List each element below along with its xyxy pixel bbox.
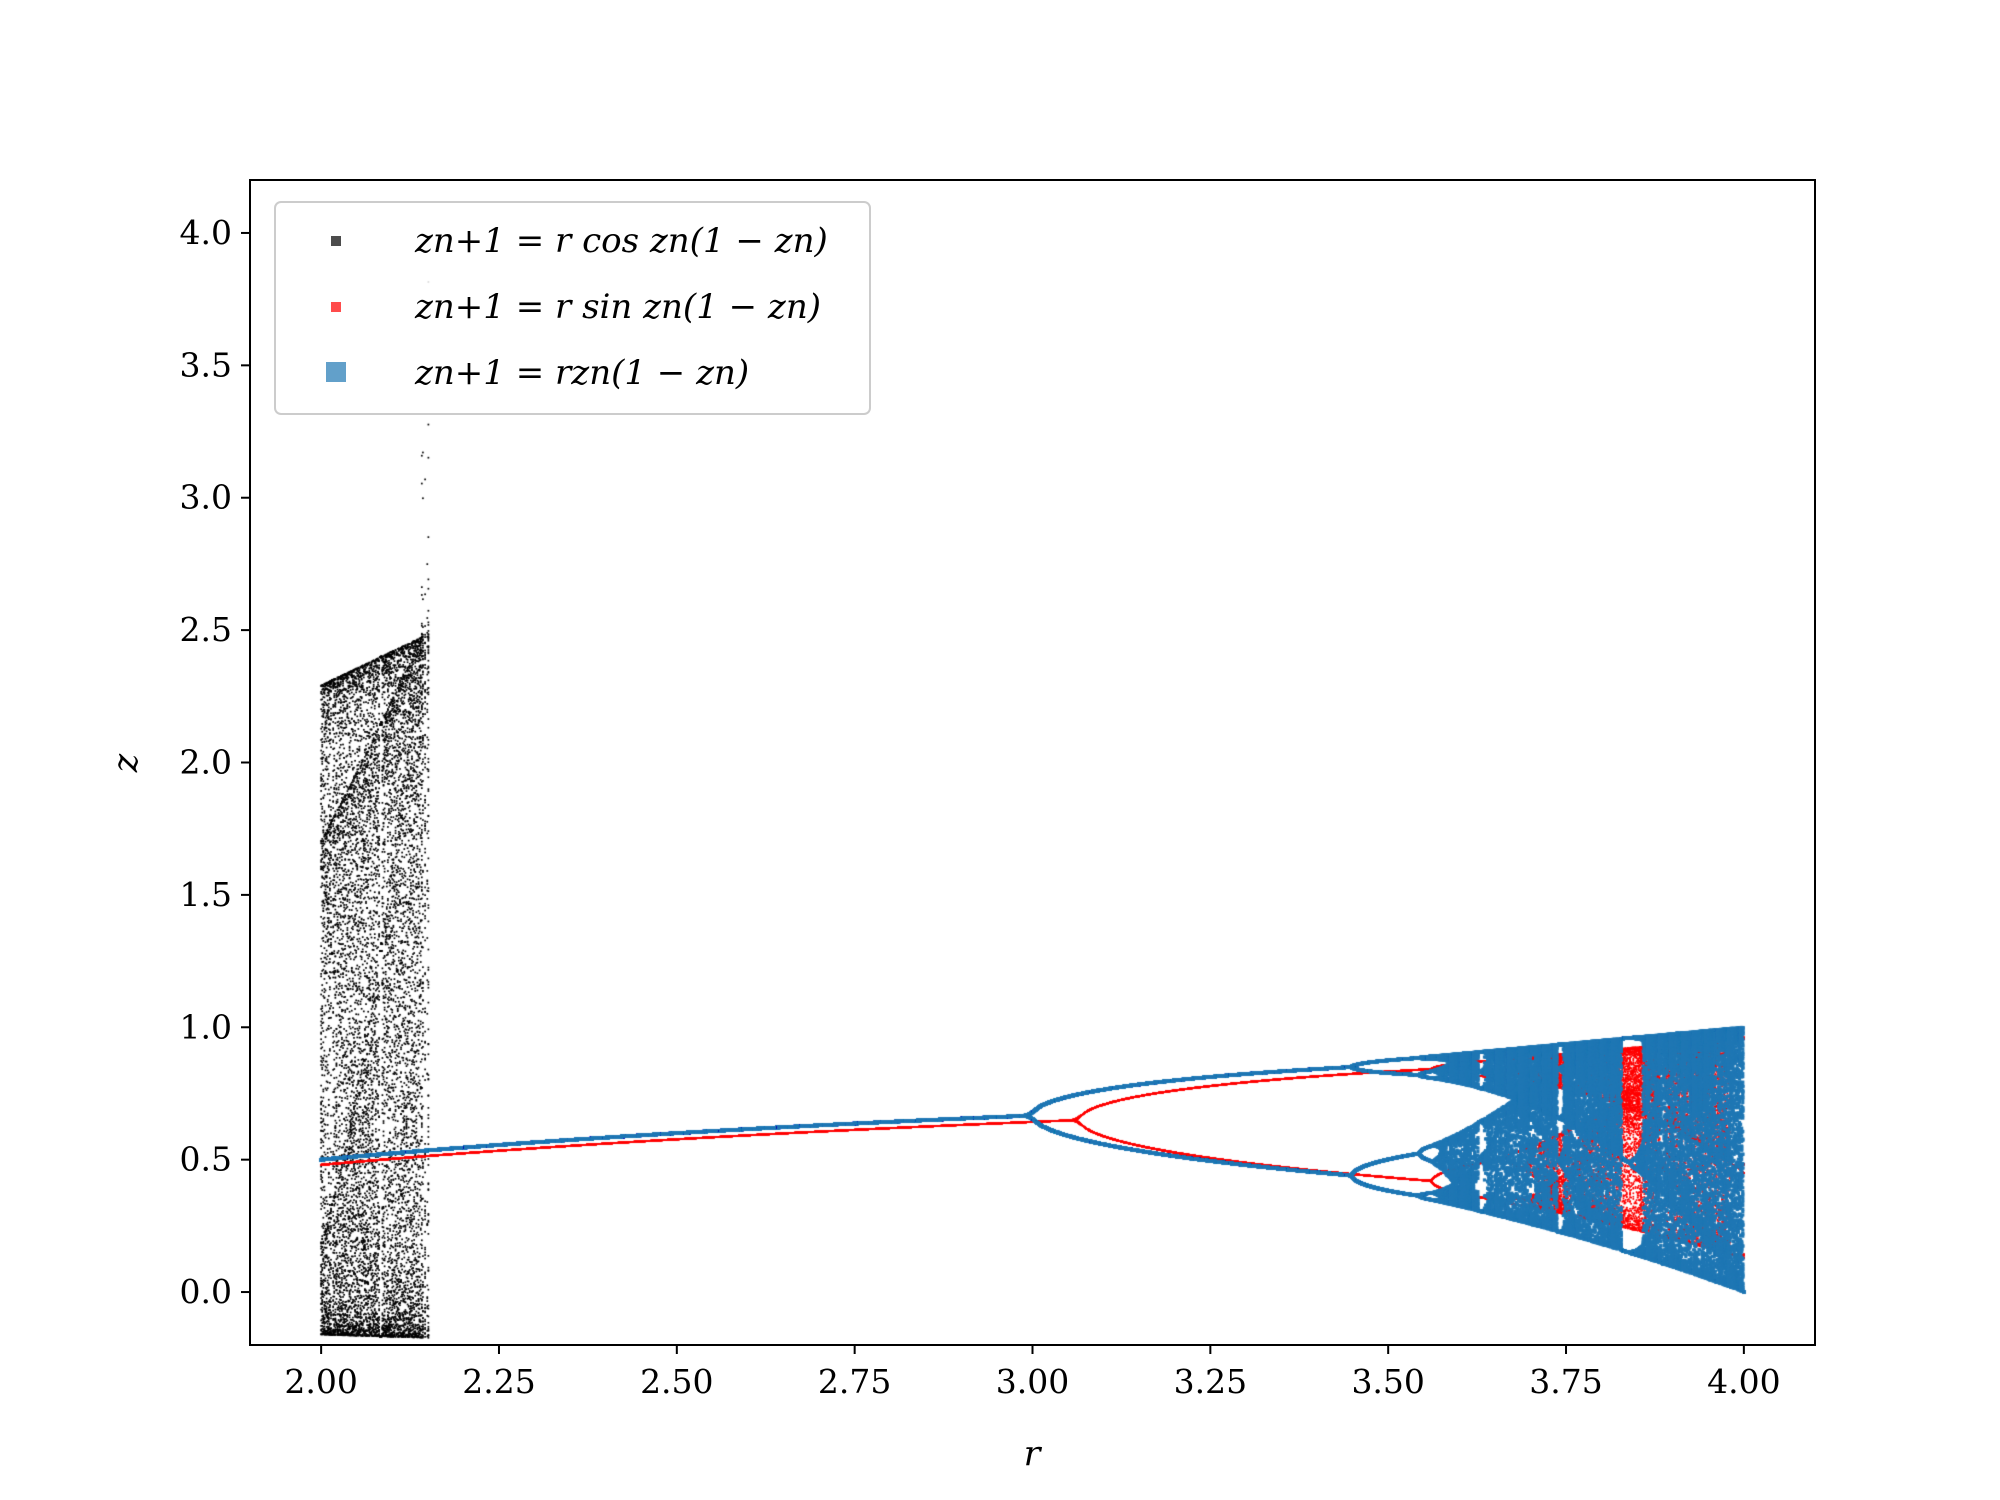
y-tick-label: 3.0 bbox=[180, 478, 232, 517]
x-axis-ticks: 2.00 2.25 2.50 2.75 3.00 3.25 3.50 3.75 4.00 bbox=[284, 1345, 1781, 1401]
y-axis-label: z bbox=[106, 753, 146, 773]
x-tick-label: 4.00 bbox=[1707, 1362, 1780, 1401]
x-tick-label: 2.00 bbox=[284, 1362, 357, 1401]
y-tick-label: 2.0 bbox=[180, 743, 232, 782]
x-tick-label: 3.75 bbox=[1529, 1362, 1602, 1401]
legend-marker-logistic bbox=[326, 362, 346, 382]
x-axis-label: r bbox=[1024, 1434, 1043, 1474]
x-tick-label: 2.75 bbox=[818, 1362, 891, 1401]
y-tick-label: 3.5 bbox=[180, 345, 232, 384]
y-tick-label: 4.0 bbox=[180, 213, 232, 252]
legend: zn+1 = r cos zn(1 − zn) zn+1 = r sin zn(… bbox=[274, 201, 871, 415]
legend-marker-cos bbox=[331, 236, 341, 246]
x-tick-label: 2.25 bbox=[462, 1362, 535, 1401]
x-tick-label: 3.50 bbox=[1351, 1362, 1424, 1401]
x-tick-label: 3.00 bbox=[996, 1362, 1069, 1401]
legend-label-logistic: zn+1 = rzn(1 − zn) bbox=[414, 353, 749, 393]
y-tick-label: 1.5 bbox=[180, 875, 232, 914]
x-tick-label: 3.25 bbox=[1174, 1362, 1247, 1401]
legend-label-sin: zn+1 = r sin zn(1 − zn) bbox=[414, 287, 821, 327]
legend-marker-sin bbox=[331, 302, 341, 312]
y-axis-ticks: 0.0 0.5 1.0 1.5 2.0 2.5 3.0 3.5 4.0 bbox=[180, 213, 250, 1311]
y-tick-label: 1.0 bbox=[180, 1007, 232, 1046]
legend-label-cos: zn+1 = r cos zn(1 − zn) bbox=[414, 221, 828, 261]
x-tick-label: 2.50 bbox=[640, 1362, 713, 1401]
y-tick-label: 0.5 bbox=[180, 1140, 232, 1179]
legend-box bbox=[274, 201, 871, 415]
y-tick-label: 2.5 bbox=[180, 610, 232, 649]
y-tick-label: 0.0 bbox=[180, 1272, 232, 1311]
